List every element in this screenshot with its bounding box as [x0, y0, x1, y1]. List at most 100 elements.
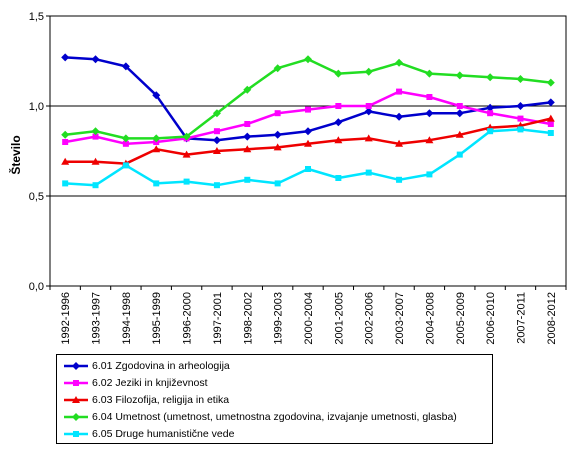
x-tick-label: 2001-2005	[333, 292, 345, 345]
data-point	[364, 134, 373, 142]
x-tick-label: 2006-2010	[485, 292, 497, 345]
legend-label: 6.05 Druge humanistične vede	[92, 428, 235, 440]
data-point	[182, 150, 191, 158]
data-point	[243, 85, 252, 94]
data-point	[425, 136, 434, 144]
data-point	[425, 109, 434, 118]
data-point	[212, 147, 221, 154]
data-point	[92, 182, 99, 189]
y-tick-label: 1,0	[29, 101, 44, 113]
data-point	[396, 88, 403, 95]
data-point	[455, 71, 464, 80]
data-point	[517, 126, 524, 133]
data-point	[273, 130, 282, 139]
data-point	[213, 182, 220, 189]
data-point	[72, 362, 80, 370]
x-tick-label: 2004-2008	[424, 292, 436, 345]
x-axis: 1992-1996 1993-1997 1994-1998 1995-1999 1996…	[49, 286, 567, 345]
data-point	[516, 102, 525, 110]
x-tick-label: 1999-2003	[273, 292, 285, 345]
data-point	[121, 62, 130, 71]
x-tick-label: 1998-2002	[242, 292, 254, 345]
x-tick-label: 1997-2001	[212, 292, 224, 345]
data-point	[122, 140, 129, 147]
data-point	[152, 145, 161, 153]
data-point	[121, 134, 130, 143]
y-axis: 0,0 0,5 1,0 1,5	[29, 11, 50, 293]
data-point	[153, 180, 160, 187]
data-point	[546, 98, 555, 107]
data-point	[274, 110, 281, 117]
data-point	[92, 133, 99, 140]
data-point	[183, 178, 190, 185]
legend-item: 6.04 Umetnost (umetnost, umetnostna zgod…	[57, 410, 457, 424]
data-point	[91, 55, 100, 64]
x-tick-label: 2008-2012	[546, 292, 558, 345]
series-4	[61, 55, 555, 143]
data-point	[72, 396, 80, 403]
data-point	[61, 130, 70, 139]
data-point	[335, 175, 342, 181]
data-point	[456, 103, 463, 109]
data-point	[305, 166, 311, 172]
data-point	[72, 413, 80, 421]
data-point	[547, 130, 554, 136]
y-tick-label: 1,5	[29, 11, 44, 23]
data-point	[486, 73, 495, 82]
data-point	[213, 128, 220, 135]
data-point	[152, 134, 161, 143]
data-point	[546, 114, 555, 122]
x-tick-label: 2002-2006	[364, 292, 376, 345]
data-point	[212, 109, 221, 118]
y-tick-label: 0,5	[29, 191, 44, 203]
legend-item: 6.03 Filozofija, religija in etika	[57, 393, 229, 407]
x-tick-label: 2007-2011	[515, 292, 527, 344]
data-point	[244, 176, 251, 183]
data-point	[455, 130, 464, 138]
data-point	[61, 157, 70, 165]
data-point	[334, 118, 343, 127]
data-point	[334, 69, 343, 78]
legend-item: 6.05 Druge humanistične vede	[57, 427, 234, 441]
data-point	[182, 132, 191, 141]
legend-item: 6.01 Zgodovina in arheologija	[57, 359, 230, 373]
data-point	[304, 55, 312, 64]
data-point	[455, 109, 464, 118]
data-point	[304, 139, 312, 147]
data-point	[243, 132, 252, 141]
data-point	[395, 139, 404, 147]
data-point	[396, 176, 403, 183]
gridlines	[50, 105, 566, 197]
legend-swatch	[64, 413, 88, 421]
legend-item: 6.02 Jeziki in književnost	[57, 376, 208, 390]
x-tick-label: 2003-2007	[394, 292, 406, 345]
x-tick-label: 2005-2009	[455, 292, 467, 345]
data-point	[426, 94, 433, 100]
series-lines	[61, 53, 555, 189]
data-point	[486, 103, 495, 112]
data-point	[152, 91, 161, 100]
legend-swatch	[64, 396, 88, 403]
data-point	[273, 64, 282, 73]
legend-swatch	[64, 380, 88, 386]
x-tick-label: 1995-1999	[151, 292, 163, 345]
data-point	[487, 110, 494, 117]
series-5	[62, 126, 554, 189]
data-point	[546, 78, 555, 87]
x-tick-label: 1993-1997	[91, 292, 103, 345]
legend: 6.01 Zgodovina in arheologija 6.02 Jeziki…	[56, 354, 493, 444]
data-point	[395, 112, 404, 121]
data-point	[274, 180, 281, 187]
data-point	[62, 139, 69, 145]
x-tick-label: 2000-2004	[303, 292, 315, 345]
data-point	[487, 128, 494, 135]
legend-label: 6.03 Filozofija, religija in etika	[92, 394, 230, 406]
data-point	[365, 103, 372, 109]
data-point	[91, 127, 100, 136]
data-point	[91, 157, 100, 165]
data-point	[456, 151, 463, 158]
data-point	[547, 121, 554, 127]
data-point	[122, 162, 129, 169]
legend-label: 6.04 Umetnost (umetnost, umetnostna zgod…	[92, 411, 457, 423]
